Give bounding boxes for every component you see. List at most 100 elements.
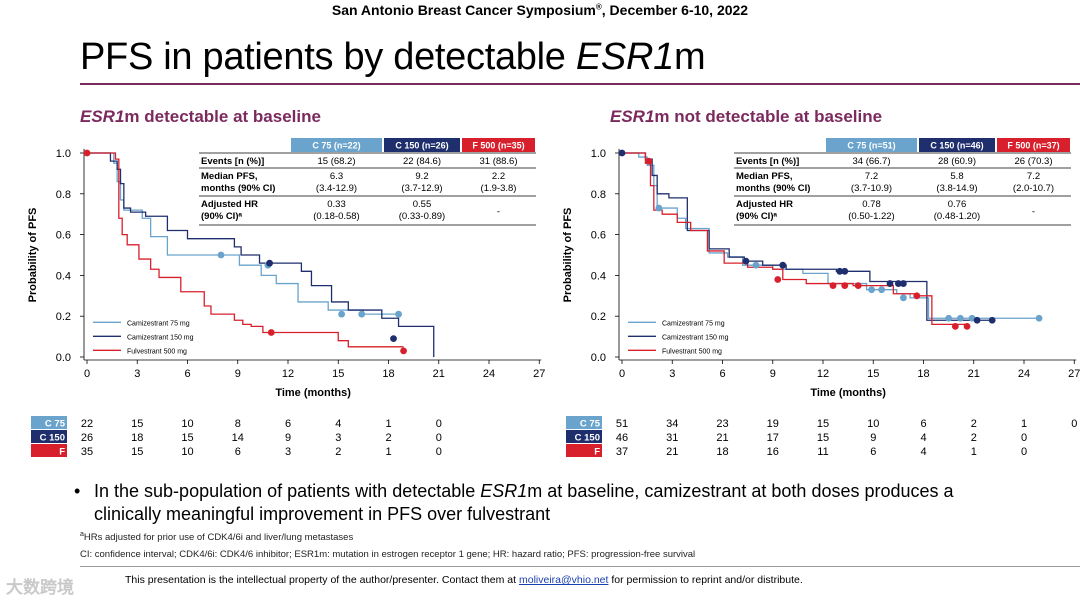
footnote-a-marker: a: [80, 531, 84, 538]
at-risk-count: 6: [235, 446, 241, 458]
footnote-a-text: HRs adjusted for prior use of CDK4/6i an…: [83, 532, 354, 544]
slide-title-suffix: m: [673, 36, 706, 78]
table-cell: (0.18-0.58): [313, 211, 359, 222]
at-risk-count: 0: [1071, 418, 1077, 430]
at-risk-label-box: [566, 416, 602, 429]
legend-label: Camizestrant 150 mg: [127, 334, 194, 341]
table-header-label: F 500 (n=37): [1007, 141, 1059, 151]
table-header-label: C 75 (n=22): [312, 141, 360, 151]
table-row-label: Median PFS,: [736, 171, 792, 182]
at-risk-count: 1: [1021, 418, 1027, 430]
at-risk-count: 1: [971, 446, 977, 458]
censor-marker: [841, 282, 849, 289]
at-risk-label-box: [566, 444, 602, 457]
censor-marker: [900, 280, 907, 287]
x-tick-label: 18: [917, 368, 929, 380]
y-tick-label: 0.2: [591, 311, 606, 323]
at-risk-count: 51: [616, 418, 628, 430]
y-tick-label: 0.4: [56, 270, 71, 282]
at-risk-count: 15: [817, 432, 829, 444]
y-tick-label: 0.0: [591, 352, 606, 364]
legend-label: Fulvestrant 500 mg: [662, 348, 722, 355]
footnote-hr-adjustment: aHRs adjusted for prior use of CDK4/6i a…: [80, 531, 353, 543]
censor-marker: [854, 282, 862, 289]
footnote-abbreviations: CI: confidence interval; CDK4/6i: CDK4/6…: [80, 549, 696, 560]
censor-marker: [988, 316, 996, 324]
y-axis-label: Probability of PFS: [27, 208, 39, 303]
x-tick-label: 15: [332, 368, 344, 380]
at-risk-count: 10: [181, 418, 193, 430]
at-risk-count: 0: [1021, 446, 1027, 458]
at-risk-count: 46: [616, 432, 628, 444]
conference-dates: , December 6-10, 2022: [601, 2, 749, 18]
table-cell: 5.8: [950, 171, 963, 182]
at-risk-count: 6: [285, 418, 291, 430]
x-tick-label: 21: [433, 368, 445, 380]
left-panel-title: ESR1m detectable at baseline: [80, 107, 321, 127]
table-header-label: C 150 (n=46): [930, 141, 983, 151]
at-risk-count: 34: [666, 418, 678, 430]
x-tick-label: 6: [719, 368, 725, 380]
censor-marker: [618, 149, 626, 157]
censor-marker: [900, 294, 907, 302]
at-risk-count: 18: [716, 446, 728, 458]
table-cell: 15 (68.2): [317, 156, 355, 167]
y-tick-label: 1.0: [591, 148, 606, 160]
censor-marker: [868, 286, 875, 294]
table-header-cell: [919, 138, 995, 152]
table-cell: 34 (66.7): [852, 156, 890, 167]
censor-marker: [1035, 314, 1043, 322]
x-tick-label: 24: [1018, 368, 1030, 380]
censor-marker: [358, 310, 366, 318]
bullet-text: In the sub-population of patients with d…: [74, 480, 974, 526]
presenter-email-link[interactable]: moliveira@vhio.net: [518, 574, 609, 586]
at-risk-count: 2: [971, 418, 977, 430]
at-risk-count: 3: [285, 446, 291, 458]
table-header-cell: [384, 138, 460, 152]
censor-marker: [951, 323, 959, 330]
at-risk-count: 0: [436, 446, 442, 458]
footer-divider: [80, 566, 1080, 567]
censor-marker: [836, 267, 844, 275]
censor-marker: [841, 267, 849, 275]
x-tick-label: 0: [84, 368, 90, 380]
at-risk-count: 1: [385, 418, 391, 430]
x-tick-label: 12: [282, 368, 294, 380]
at-risk-count: 15: [817, 418, 829, 430]
table-cell: (3.4-12.9): [316, 183, 357, 194]
censor-marker: [400, 347, 407, 355]
censor-marker: [963, 323, 971, 330]
table-header-label: F 500 (n=35): [472, 141, 524, 151]
at-risk-count: 37: [616, 446, 628, 458]
censor-marker: [390, 335, 397, 343]
at-risk-label-box: [31, 430, 67, 443]
at-risk-count: 9: [285, 432, 291, 444]
at-risk-count: 21: [666, 446, 678, 458]
table-cell: (1.9-3.8): [481, 183, 517, 194]
at-risk-count: 17: [767, 432, 779, 444]
legend-label: Fulvestrant 500 mg: [127, 348, 187, 355]
table-header-cell: [826, 138, 917, 152]
at-risk-count: 35: [81, 446, 93, 458]
table-header-cell: [462, 138, 535, 152]
table-row-label: months (90% CI): [201, 183, 275, 194]
legend-label: Camizestrant 75 mg: [127, 320, 190, 327]
right-panel-title-gene: ESR1: [610, 107, 655, 126]
at-risk-count: 1: [385, 446, 391, 458]
at-risk-count: 11: [817, 446, 828, 458]
slide-title-gene: ESR1: [575, 36, 674, 78]
y-axis-label: Probability of PFS: [562, 208, 574, 303]
at-risk-label: C 150: [575, 433, 600, 444]
at-risk-count: 4: [920, 446, 926, 458]
at-risk-label: F: [59, 447, 65, 458]
censor-marker: [655, 204, 663, 212]
table-row-label: (90% CI)ᵃ: [201, 211, 242, 222]
at-risk-count: 2: [385, 432, 391, 444]
right-panel-title-rest: m not detectable at baseline: [654, 107, 883, 126]
at-risk-count: 4: [335, 418, 341, 430]
at-risk-count: 26: [81, 432, 93, 444]
at-risk-count: 31: [666, 432, 678, 444]
bullet-text-before: In the sub-population of patients with d…: [94, 481, 481, 501]
censor-marker: [913, 292, 921, 300]
censor-marker: [267, 329, 275, 336]
